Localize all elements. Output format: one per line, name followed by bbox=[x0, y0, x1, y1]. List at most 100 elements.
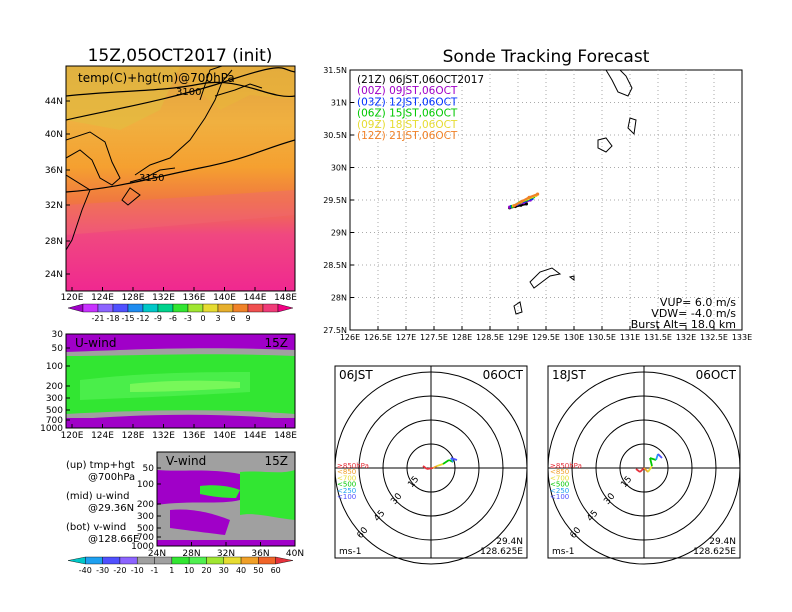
lon-tick-label: 128E bbox=[122, 293, 145, 303]
colorbar-tick-label: -15 bbox=[121, 314, 134, 323]
vwind-time: 15Z bbox=[265, 454, 289, 468]
hodo-lat: 29.4N bbox=[496, 537, 523, 547]
track-coastlines bbox=[513, 69, 637, 315]
left-map-lat-axis: 44N 40N 36N 32N 28N 24N bbox=[45, 97, 70, 280]
hodo-segment bbox=[432, 465, 438, 469]
colorbar-cell bbox=[247, 303, 264, 313]
colorbar-tick-label: -1 bbox=[151, 566, 159, 575]
lon-tick-label: 126.5E bbox=[364, 333, 392, 342]
p-tick-label: 50 bbox=[143, 464, 155, 474]
hodo-level-label: <700 bbox=[550, 474, 569, 482]
p-tick-label: 700 bbox=[137, 533, 154, 543]
hodo-segment bbox=[649, 457, 657, 461]
left-map-label: temp(C)+hgt(m)@700hPa bbox=[78, 71, 235, 85]
track-lon-axis: 126E 126.5E 127E 127.5E 128E 128.5E 129E 129.5E… bbox=[340, 326, 752, 342]
colorbar-cell bbox=[119, 556, 138, 565]
param-vdw: VDW= -4.0 m/s bbox=[651, 307, 736, 320]
hodo-segment bbox=[657, 453, 663, 459]
colorbar-tick-label: 10 bbox=[184, 566, 194, 575]
track-legend: (21Z) 06JST,06OCT2017(00Z) 09JST,06OCT(0… bbox=[357, 74, 484, 142]
track-grid bbox=[350, 70, 742, 330]
temperature-colorbar-ticks: -21 -18 -15 -12 -9 -6 -3 0 3 6 9 bbox=[91, 314, 250, 323]
hodo-lat: 29.4N bbox=[709, 537, 736, 547]
track-point bbox=[512, 204, 516, 208]
hodo-segment bbox=[643, 467, 649, 473]
colorbar-cell bbox=[240, 556, 259, 565]
lon-tick-label: 131E bbox=[620, 333, 640, 342]
track-point bbox=[527, 195, 531, 199]
hodo-level-label: ≥850hPa bbox=[337, 462, 369, 470]
colorbar-cell bbox=[275, 556, 294, 565]
lon-tick-label: 120E bbox=[61, 431, 84, 441]
colorbar-tick-label: 40 bbox=[236, 566, 246, 575]
lon-tick-label: 132E bbox=[676, 333, 696, 342]
track-point bbox=[536, 192, 540, 196]
hodo-level-label: <100 bbox=[550, 493, 569, 501]
hodo-unit: ms-1 bbox=[552, 547, 574, 557]
vwind-lat-axis: 24N 28N 32N 36N 40N bbox=[148, 542, 304, 559]
lat-tick-label: 36N bbox=[45, 166, 63, 176]
p-tick-label: 300 bbox=[137, 512, 154, 522]
note-bot: (bot) v-wind bbox=[66, 522, 126, 533]
hodo-date: 06OCT bbox=[483, 368, 524, 382]
hodo-level-label: <850 bbox=[550, 468, 569, 476]
hodo-segment bbox=[422, 465, 428, 470]
colorbar-tick-label: -9 bbox=[154, 314, 162, 323]
lon-tick-label: 128.5E bbox=[476, 333, 504, 342]
hodo-segment bbox=[450, 457, 458, 461]
hodo-date: 06OCT bbox=[696, 368, 737, 382]
lat-tick-label: 30.5N bbox=[323, 131, 347, 140]
p-tick-label: 1000 bbox=[131, 542, 154, 552]
colorbar-tick-label: -30 bbox=[96, 566, 109, 575]
colorbar-tick-label: 0 bbox=[200, 314, 205, 323]
p-tick-label: 500 bbox=[137, 524, 154, 534]
lat-tick-label: 40N bbox=[45, 130, 63, 140]
vwind-label: V-wind bbox=[166, 454, 206, 468]
colorbar-cell bbox=[137, 556, 155, 565]
lon-tick-label: 133E bbox=[732, 333, 752, 342]
legend-entry: (03Z) 12JST,06OCT bbox=[357, 96, 458, 108]
hodo-segment bbox=[655, 453, 659, 461]
lon-tick-label: 124E bbox=[91, 293, 114, 303]
lat-tick-label: 28.5N bbox=[323, 261, 347, 270]
colorbar-tick-label: 50 bbox=[253, 566, 263, 575]
p-tick-label: 300 bbox=[46, 394, 63, 404]
lon-tick-label: 129.5E bbox=[532, 333, 560, 342]
lon-tick-label: 148E bbox=[274, 431, 297, 441]
colorbar-cell bbox=[202, 303, 219, 313]
colorbar-tick-label: 1 bbox=[169, 566, 174, 575]
colorbar-tick-label: 3 bbox=[215, 314, 220, 323]
hodo-lon: 128.625E bbox=[480, 547, 523, 557]
colorbar-cell bbox=[232, 303, 249, 313]
lon-tick-label: 127E bbox=[396, 333, 416, 342]
lon-tick-label: 144E bbox=[244, 293, 267, 303]
lon-tick-label: 132.5E bbox=[700, 333, 728, 342]
track-lat-axis: 31.5N 31N 30.5N 30N 29.5N 29N 28.5N 28N 27.5N bbox=[323, 66, 354, 335]
lat-tick-label: 29N bbox=[331, 229, 347, 238]
lat-tick-label: 32N bbox=[217, 549, 235, 559]
lon-tick-label: 148E bbox=[274, 293, 297, 303]
colorbar-cell bbox=[157, 303, 174, 313]
colorbar-cell bbox=[112, 303, 129, 313]
colorbar-cell bbox=[102, 556, 121, 565]
colorbar-tick-label: 60 bbox=[271, 566, 281, 575]
p-tick-label: 500 bbox=[46, 406, 63, 416]
colorbar-cell bbox=[67, 303, 84, 313]
colorbar-cell bbox=[127, 303, 144, 313]
lon-tick-label: 132E bbox=[152, 431, 175, 441]
colorbar-cell bbox=[187, 303, 204, 313]
lon-tick-label: 128E bbox=[452, 333, 472, 342]
colorbar-cell bbox=[262, 303, 279, 313]
lon-tick-label: 127.5E bbox=[420, 333, 448, 342]
legend-entry: (06Z) 15JST,06OCT bbox=[357, 108, 458, 120]
colorbar-cell bbox=[258, 556, 276, 565]
uwind-label: U-wind bbox=[75, 336, 116, 350]
lon-tick-label: 130.5E bbox=[588, 333, 616, 342]
colorbar-cell bbox=[206, 556, 224, 565]
lon-tick-label: 140E bbox=[213, 431, 236, 441]
lon-tick-label: 131.5E bbox=[644, 333, 672, 342]
contour-label-3150: 3150 bbox=[139, 173, 164, 184]
